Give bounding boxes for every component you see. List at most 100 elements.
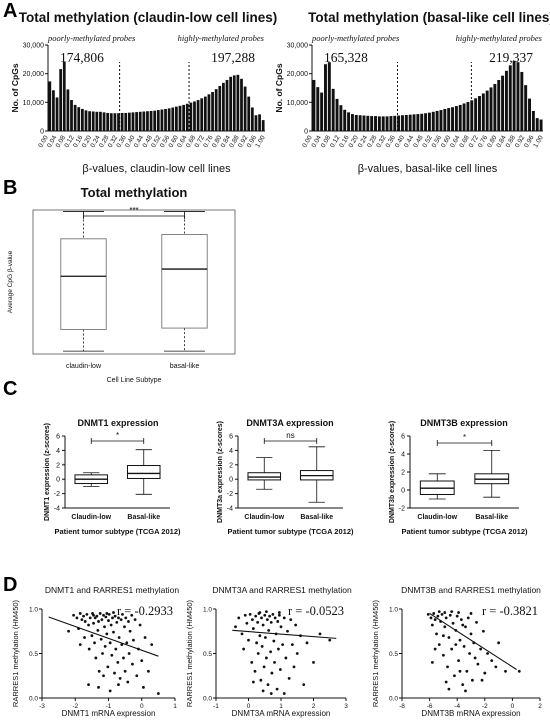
histogram-bar	[258, 114, 261, 131]
box	[126, 465, 161, 479]
data-point	[128, 629, 132, 633]
data-point	[102, 674, 105, 678]
data-point	[292, 665, 296, 669]
y-tick-label: 1.0	[389, 607, 398, 614]
data-point	[444, 680, 448, 684]
histogram-bar	[447, 108, 451, 131]
data-point	[270, 671, 274, 675]
data-point	[437, 643, 441, 646]
y-axis-label: Average CpG β-value	[7, 250, 14, 313]
y-tick-label: 20,000	[23, 71, 45, 78]
histogram-bar	[218, 85, 222, 131]
data-point	[464, 689, 467, 693]
data-point	[436, 614, 440, 618]
data-point	[426, 612, 430, 616]
histogram-bar	[416, 114, 420, 131]
x-tick-label: -3	[39, 703, 45, 710]
y-axis-label: DNMT1 expression (z-scores)	[44, 423, 51, 521]
data-point	[258, 611, 262, 614]
data-point	[113, 614, 117, 618]
data-point	[94, 656, 98, 660]
histogram-bar	[439, 110, 443, 131]
histogram-bar	[535, 118, 539, 131]
histogram-bar	[524, 85, 528, 131]
data-point	[124, 616, 128, 620]
data-point	[473, 656, 477, 660]
plot-frame	[32, 209, 236, 355]
data-point	[143, 636, 147, 639]
data-point	[442, 634, 445, 638]
panel-b-letter: B	[3, 177, 18, 199]
histogram-bar	[102, 112, 106, 131]
histogram-bar	[138, 111, 142, 131]
histogram-bar	[528, 98, 531, 131]
data-point	[95, 614, 99, 618]
histogram-bar	[77, 107, 81, 131]
y-axis-label: RARRES1 methylation (HM450)	[11, 599, 20, 707]
histogram-bar	[335, 98, 339, 131]
y-tick-label: 2	[229, 462, 233, 469]
data-point	[269, 650, 272, 654]
x-axis-label: DNMT3A mRNA expression	[232, 709, 331, 718]
histogram-bar	[243, 86, 247, 131]
data-point	[72, 613, 75, 617]
data-point	[450, 647, 454, 651]
histogram-bar	[350, 114, 354, 131]
data-point	[107, 619, 110, 622]
data-point	[90, 634, 94, 638]
histogram-bar	[146, 111, 149, 131]
data-point	[108, 689, 112, 693]
histogram-bar	[366, 115, 370, 131]
data-point	[88, 616, 92, 620]
data-point	[430, 661, 434, 664]
data-point	[97, 620, 100, 623]
histogram-bar	[508, 65, 512, 131]
data-point	[272, 639, 276, 643]
histogram-bar	[178, 105, 182, 131]
histogram-bar	[131, 112, 135, 131]
data-point	[453, 674, 456, 678]
histogram-bar	[222, 82, 225, 131]
data-point	[240, 632, 244, 636]
data-point	[267, 628, 271, 632]
histogram-bar	[358, 115, 362, 131]
y-tick-label: 1.0	[29, 607, 38, 614]
histogram-bar	[214, 89, 218, 131]
histogram-bar	[135, 112, 138, 131]
histogram-bar	[454, 106, 458, 131]
chart-title: DNMT3A and RARRES1 methylation	[212, 585, 352, 595]
data-point	[443, 625, 447, 629]
histogram-bar	[531, 110, 535, 131]
data-point	[494, 665, 498, 669]
data-point	[96, 628, 100, 632]
data-point	[273, 616, 277, 620]
data-point	[294, 623, 298, 627]
x-tick-label: -2	[72, 703, 78, 710]
data-point	[102, 613, 105, 617]
y-tick-label: 4	[401, 452, 405, 459]
histogram-bar	[211, 92, 214, 131]
data-point	[277, 647, 280, 651]
data-point	[93, 641, 96, 645]
y-tick-label: 0.0	[203, 696, 212, 703]
data-point	[454, 643, 458, 646]
data-point	[273, 661, 276, 664]
histogram-bar	[91, 111, 95, 131]
data-point	[457, 659, 460, 663]
x-axis-label: β-values, basal-like cell lines	[358, 163, 498, 175]
highly-methylated-label: highly-methylated probes	[456, 33, 543, 43]
data-point	[483, 671, 487, 675]
data-point	[282, 616, 286, 620]
data-point	[156, 692, 160, 695]
data-point	[123, 669, 127, 673]
data-point	[458, 638, 462, 642]
data-point	[83, 636, 86, 639]
data-point	[290, 643, 294, 646]
data-point	[486, 652, 489, 655]
data-point	[261, 689, 265, 693]
histogram-bar	[250, 107, 254, 131]
